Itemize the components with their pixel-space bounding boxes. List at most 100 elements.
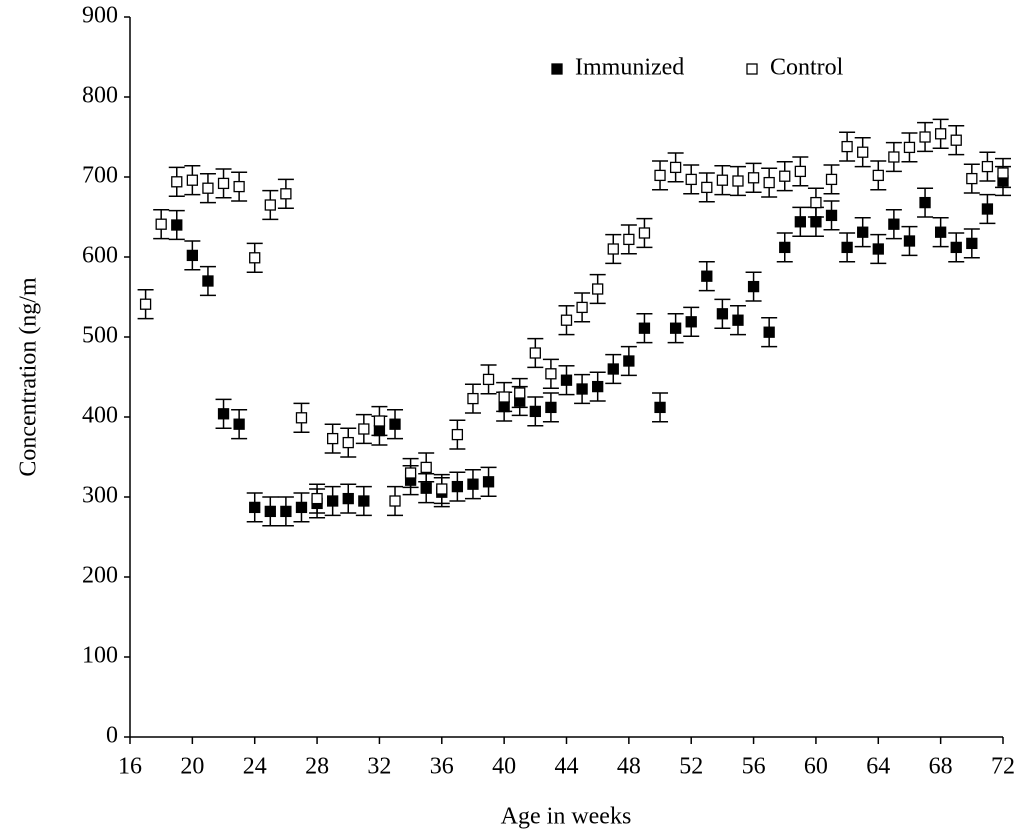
marker xyxy=(389,418,401,430)
marker xyxy=(280,505,292,518)
x-tick-label: 28 xyxy=(305,754,329,780)
marker xyxy=(701,181,713,194)
marker xyxy=(186,174,199,186)
marker xyxy=(233,180,245,193)
marker xyxy=(950,134,962,146)
marker xyxy=(576,301,588,314)
y-tick-label: 200 xyxy=(82,563,118,589)
marker xyxy=(888,151,900,163)
marker xyxy=(327,432,339,445)
marker xyxy=(903,235,916,247)
y-tick-label: 800 xyxy=(82,83,118,109)
marker xyxy=(498,391,510,403)
marker xyxy=(997,167,1009,179)
marker xyxy=(327,495,339,507)
marker xyxy=(529,347,541,359)
legend-marker xyxy=(746,63,758,75)
x-tick-label: 60 xyxy=(804,754,828,780)
marker xyxy=(467,392,479,405)
marker xyxy=(747,280,760,293)
marker xyxy=(623,355,635,367)
marker xyxy=(358,423,370,435)
x-tick-label: 56 xyxy=(742,754,766,780)
marker xyxy=(872,169,884,182)
marker xyxy=(202,182,214,194)
marker xyxy=(779,170,791,182)
y-tick-label: 700 xyxy=(82,163,118,189)
marker xyxy=(592,283,604,295)
marker xyxy=(810,196,822,209)
x-axis-title: Age in weeks xyxy=(501,804,632,830)
marker xyxy=(560,374,573,386)
marker xyxy=(249,252,261,264)
marker xyxy=(623,233,635,246)
marker xyxy=(966,172,978,185)
marker xyxy=(607,363,619,375)
marker xyxy=(467,478,479,490)
legend-label: Control xyxy=(770,55,844,81)
y-tick-label: 400 xyxy=(82,403,118,429)
marker xyxy=(607,243,619,255)
marker xyxy=(732,175,744,187)
marker xyxy=(794,165,806,178)
marker xyxy=(389,495,401,507)
marker xyxy=(950,241,962,254)
marker xyxy=(155,218,167,230)
x-tick-label: 16 xyxy=(118,754,142,780)
marker xyxy=(420,482,432,494)
x-tick-label: 52 xyxy=(679,754,703,780)
x-tick-label: 48 xyxy=(617,754,641,780)
marker xyxy=(451,480,464,493)
marker xyxy=(436,483,448,495)
marker xyxy=(545,368,557,380)
marker xyxy=(139,298,152,310)
marker xyxy=(685,316,697,328)
marker xyxy=(638,227,651,239)
marker xyxy=(264,199,276,211)
marker xyxy=(560,314,573,326)
y-tick-label: 900 xyxy=(82,3,118,29)
marker xyxy=(373,415,386,427)
marker xyxy=(217,408,230,420)
marker xyxy=(857,226,869,238)
marker xyxy=(888,218,900,230)
marker xyxy=(716,174,729,186)
marker xyxy=(295,412,308,424)
x-tick-label: 32 xyxy=(367,754,391,780)
marker xyxy=(763,326,775,338)
marker xyxy=(171,176,183,188)
marker xyxy=(872,243,884,255)
marker xyxy=(841,140,853,153)
marker xyxy=(404,467,417,479)
y-axis-title: Concentration (ng/m xyxy=(16,277,42,477)
marker xyxy=(358,495,370,507)
marker xyxy=(311,492,323,505)
x-tick-label: 44 xyxy=(555,754,579,780)
marker xyxy=(217,177,230,190)
marker xyxy=(981,160,994,173)
marker xyxy=(669,161,682,174)
marker xyxy=(903,141,916,154)
x-tick-label: 64 xyxy=(866,754,890,780)
marker xyxy=(810,216,822,228)
y-tick-label: 100 xyxy=(82,643,118,669)
legend-label: Immunized xyxy=(575,55,684,81)
y-tick-label: 500 xyxy=(82,323,118,349)
marker xyxy=(919,131,931,143)
marker xyxy=(514,387,526,399)
y-tick-label: 300 xyxy=(82,483,118,509)
marker xyxy=(249,501,261,514)
marker xyxy=(966,237,978,250)
marker xyxy=(654,169,666,182)
marker xyxy=(747,172,760,184)
marker xyxy=(451,428,464,441)
marker xyxy=(685,173,697,186)
marker xyxy=(825,173,838,186)
marker xyxy=(732,314,744,326)
marker xyxy=(592,380,604,393)
marker xyxy=(934,226,947,238)
marker xyxy=(171,219,183,231)
marker xyxy=(825,209,838,222)
marker xyxy=(841,241,853,254)
